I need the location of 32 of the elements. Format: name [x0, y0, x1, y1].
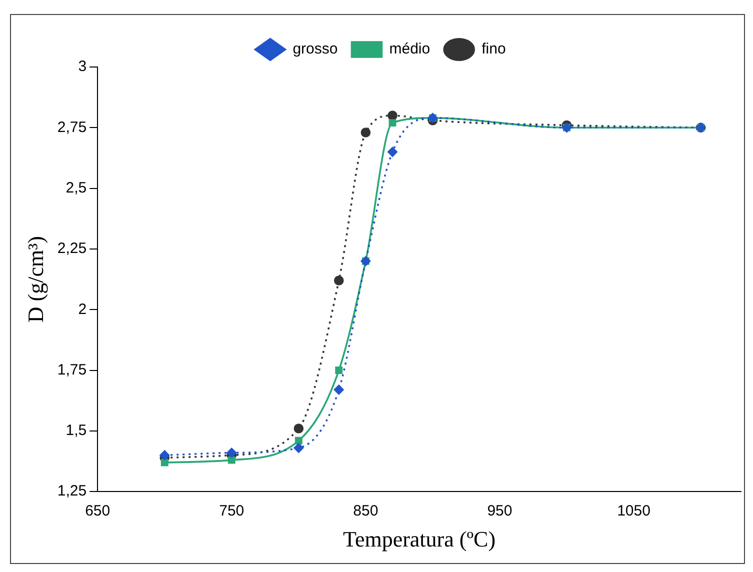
x-tick-label: 650 — [85, 502, 110, 520]
point — [294, 436, 302, 444]
point — [294, 443, 304, 453]
point — [228, 456, 236, 464]
y-tick-label: 2,25 — [57, 240, 87, 258]
legend-label: grosso — [292, 40, 338, 58]
point — [388, 119, 396, 127]
x-tick-label: 750 — [219, 502, 244, 520]
y-tick-label: 2 — [78, 300, 87, 318]
y-tick-label: 2,5 — [66, 179, 87, 196]
x-tick-label: 850 — [353, 502, 378, 520]
point — [226, 448, 237, 458]
point — [388, 147, 398, 157]
point — [334, 384, 344, 395]
x-axis-title: Temperatura (ºC) — [343, 526, 496, 552]
point — [160, 458, 168, 466]
point — [294, 424, 304, 434]
y-tick-label: 2,75 — [57, 118, 87, 136]
legend-label: fino — [482, 40, 506, 58]
x-tick-label: 1050 — [617, 502, 650, 520]
x-tick-label: 950 — [487, 502, 512, 520]
point — [335, 366, 343, 374]
point — [360, 128, 371, 138]
y-tick-label: 1,25 — [57, 482, 87, 500]
y-tick-label: 1,75 — [57, 361, 87, 378]
y-tick-label: 3 — [78, 58, 87, 76]
point — [160, 450, 170, 460]
point — [334, 276, 344, 286]
legend-label: médio — [389, 40, 430, 58]
y-axis-title: D (g/cm³) — [22, 236, 48, 323]
point — [388, 110, 398, 120]
y-tick-label: 1,5 — [66, 422, 87, 440]
